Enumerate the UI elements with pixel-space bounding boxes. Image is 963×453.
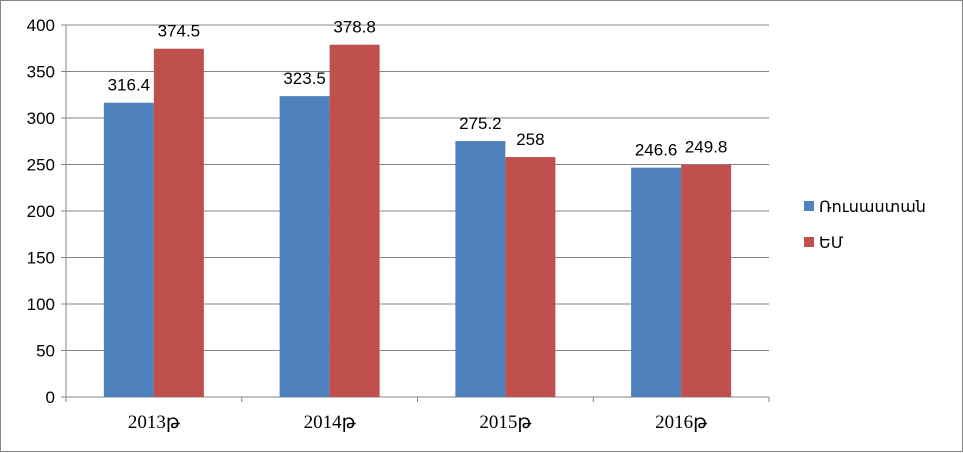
data-label: 374.5: [158, 22, 201, 41]
bar: [681, 164, 732, 397]
bar: [455, 141, 506, 397]
data-label: 249.8: [685, 138, 728, 157]
data-label: 246.6: [635, 141, 678, 160]
data-label: 258: [516, 130, 544, 149]
legend-label: Ռուսաստան: [819, 197, 926, 216]
data-label: 275.2: [459, 114, 502, 133]
y-tick-label: 250: [27, 156, 55, 175]
bar: [631, 167, 682, 397]
x-tick-label: 2015թ: [479, 412, 532, 433]
y-tick-label: 50: [36, 342, 55, 361]
legend-swatch: [804, 237, 814, 247]
bar: [279, 96, 330, 398]
x-tick-label: 2014թ: [304, 412, 357, 433]
y-tick-label: 150: [27, 249, 55, 268]
y-tick-label: 200: [27, 202, 55, 221]
bar: [329, 44, 380, 397]
legend-label: ԵՄ: [819, 233, 844, 252]
bar: [103, 102, 154, 398]
x-tick-label: 2016թ: [655, 412, 708, 433]
y-tick-label: 0: [46, 388, 55, 407]
y-tick-label: 350: [27, 63, 55, 82]
x-tick-label: 2013թ: [128, 412, 181, 433]
y-tick-label: 100: [27, 295, 55, 314]
y-tick-label: 400: [27, 16, 55, 35]
data-label: 316.4: [108, 76, 151, 95]
bar: [505, 157, 556, 397]
data-label: 378.8: [333, 18, 376, 37]
legend-swatch: [804, 201, 814, 211]
data-label: 323.5: [283, 69, 326, 88]
bar: [153, 48, 204, 398]
y-tick-label: 300: [27, 109, 55, 128]
